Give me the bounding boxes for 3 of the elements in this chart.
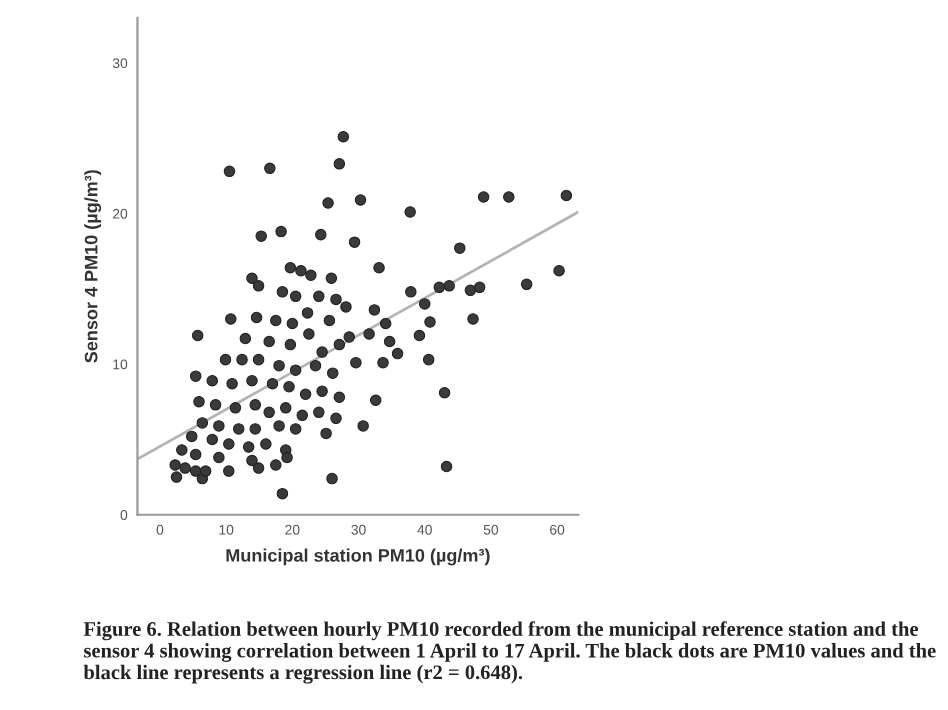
- caption: Figure 6. Relation between hourly PM10 recorded from the municipal reference station and the sensor 4 showing correlation between 1 April to 17 April. The black dots are PM10 values and the black line represents a regression line (r2 = 0.648).: [83, 621, 936, 684]
- x-axis-title: Municipal station PM10 (µg/m³): [226, 548, 490, 566]
- y-axis-title: Sensor 4 PM10 (µg/m³): [84, 170, 102, 363]
